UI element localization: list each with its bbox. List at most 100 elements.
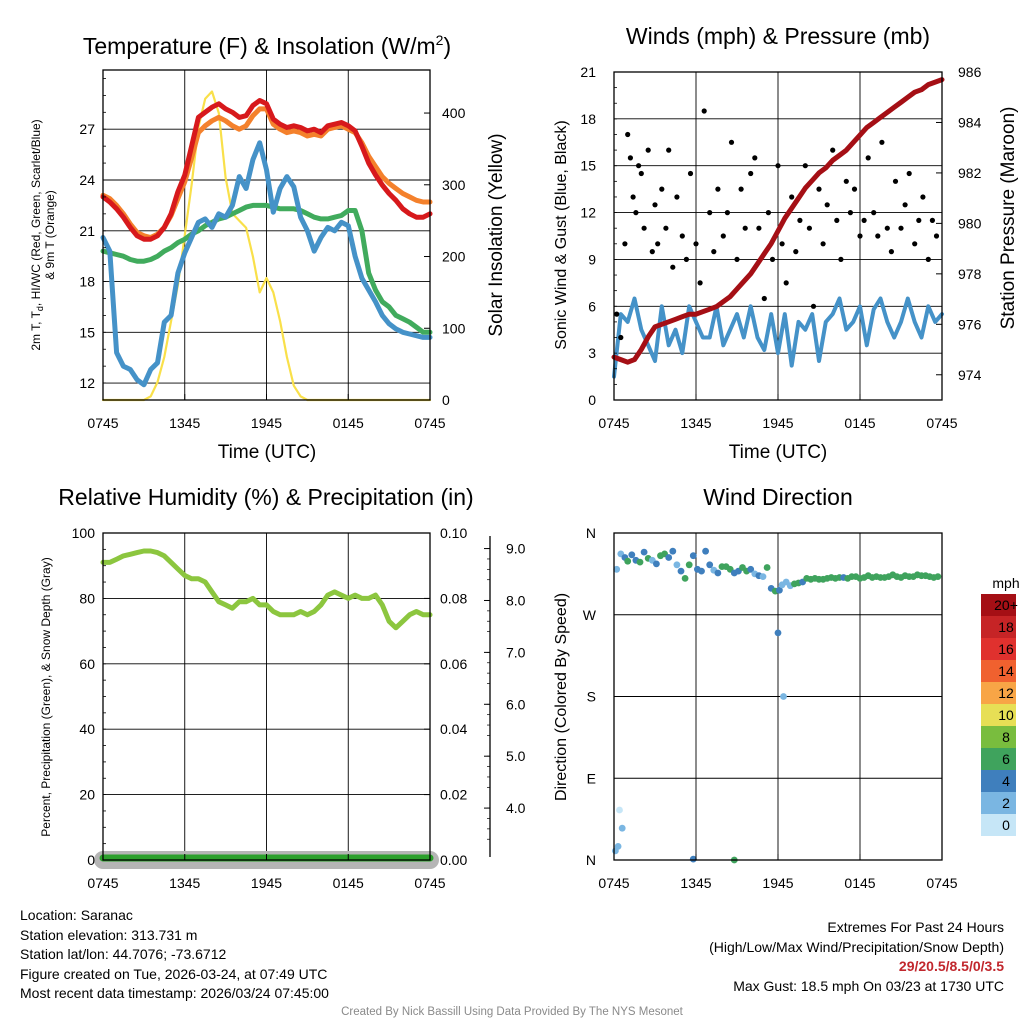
speed-colorbar-label: 8: [1002, 729, 1010, 745]
humidity-x-tick-label: 0745: [414, 875, 445, 891]
wind-gust-point: [752, 155, 758, 161]
wind-y-axis-label: Sonic Wind & Gust (Blue, Black): [553, 120, 570, 349]
direction-y-tick-label: W: [583, 607, 597, 623]
precip-y-tick-label: 0.00: [440, 852, 467, 868]
insolation-y-tick-label: 200: [442, 249, 466, 265]
wind-series: [611, 77, 945, 379]
wind-gust-point: [697, 280, 703, 286]
speed-colorbar-swatch: [981, 770, 1016, 792]
wind-gust-point: [707, 210, 713, 216]
wind-gust-point: [806, 225, 813, 231]
direction-point: [677, 567, 685, 575]
extremes-subheading: (High/Low/Max Wind/Precipitation/Snow De…: [709, 938, 1004, 955]
direction-y-tick-label: N: [586, 852, 596, 868]
wind-gust-point: [622, 241, 628, 247]
wind-gust-point: [633, 210, 639, 216]
humidity-panel: Relative Humidity (%) & Precipitation (i…: [39, 484, 526, 891]
wind-gust-point: [843, 178, 849, 184]
pressure-y-tick-label: 986: [958, 64, 982, 80]
wind-gust-point: [701, 108, 707, 114]
pressure-y-tick-label: 980: [958, 215, 982, 231]
direction-point: [702, 547, 709, 555]
temperature-title-main: Temperature (F) & Insolation (W/m: [83, 33, 436, 59]
temperature-y-axis-label: 2m T, Td, HI/WC (Red, Green, Scarlet/Blu…: [29, 119, 57, 350]
temperature-y-tick-label: 27: [79, 121, 95, 137]
precip-y-tick-label: 0.04: [440, 721, 467, 737]
wind-x-axis-label: Time (UTC): [729, 442, 828, 463]
wind-y-tick-label: 9: [588, 251, 596, 267]
wind-gust-point: [820, 241, 826, 247]
direction-point: [681, 575, 689, 582]
wind-gust-point: [693, 241, 699, 247]
speed-colorbar-label: 18: [998, 619, 1014, 635]
wind-y-tick-label: 15: [580, 158, 596, 174]
extremes-values: 29/20.5/8.5/0/3.5: [898, 958, 1004, 974]
wind-gust-point: [884, 225, 890, 231]
direction-point: [665, 554, 673, 561]
speed-colorbar-label: 16: [998, 641, 1014, 657]
wind-gust-point: [734, 256, 740, 262]
wind-gust-point: [920, 194, 926, 200]
direction-point: [640, 548, 648, 556]
wind-gust-point: [627, 155, 634, 161]
temperature-x-axis-label: Time (UTC): [218, 442, 317, 463]
direction-point: [628, 551, 636, 559]
extremes-heading: Extremes For Past 24 Hours: [827, 919, 1004, 935]
wind-gust-point: [630, 194, 636, 200]
speed-legend-title: mph: [992, 575, 1019, 591]
wind-gust-point: [614, 311, 620, 317]
humidity-y-tick-label: 80: [79, 590, 95, 606]
insolation-y-tick-label: 300: [442, 177, 466, 193]
wind-pressure-panel: Winds (mph) & Pressure (mb) Time (UTC) S…: [553, 23, 1019, 463]
humidity-y-axis-label: Percent, Precipitation (Green), & Snow D…: [39, 557, 53, 836]
speed-colorbar-swatch: [981, 726, 1016, 748]
temperature-panel: Temperature (F) & Insolation (W/m2) Time…: [29, 32, 507, 463]
speed-colorbar-swatch: [981, 660, 1016, 682]
wind-gust-point: [802, 163, 808, 169]
speed-colorbar-label: 14: [998, 663, 1014, 679]
temperature-x-tick-label: 0145: [333, 415, 364, 431]
wind-gust-point: [670, 264, 676, 270]
speed-colorbar-label: 12: [998, 685, 1014, 701]
temperature-gridlines: [103, 70, 430, 400]
credit-line: Created By Nick Bassill Using Data Provi…: [341, 1006, 683, 1018]
direction-point: [776, 586, 783, 594]
wind-gust-point: [724, 210, 731, 216]
figure-created: Figure created on Tue, 2026-03-24, at 07…: [20, 965, 328, 982]
humidity-panel-title: Relative Humidity (%) & Precipitation (i…: [58, 484, 473, 510]
direction-points: [612, 547, 942, 864]
wind-tick-labels: 0 3 6 9 12 15 18 21 974 976 978 980 982 984 986 0745 134…: [580, 64, 981, 431]
snow-depth-y-tick-label: 7.0: [506, 644, 526, 660]
temperature-y-tick-label: 18: [79, 274, 95, 290]
wind-gust-point: [933, 233, 940, 239]
pressure-y-tick-label: 982: [958, 165, 982, 181]
direction-point: [685, 561, 693, 569]
extremes-info: Extremes For Past 24 Hours (High/Low/Max…: [709, 918, 1004, 996]
wind-gust-point: [830, 147, 836, 153]
insolation-y-tick-label: 0: [442, 392, 450, 408]
wind-gust-point: [652, 202, 658, 208]
wind-gust-point: [912, 241, 918, 247]
direction-point: [624, 557, 632, 565]
insolation-y-axis-label: Solar Insolation (Yellow): [486, 133, 507, 336]
wind-gust-point: [916, 217, 922, 223]
temperature-series-solar-insolation: [101, 90, 432, 402]
snow-depth-y-tick-label: 6.0: [506, 696, 526, 712]
wind-gust-point: [641, 225, 647, 231]
speed-colorbar: mph 20+ 18 16 14 12 10 8 6 4 2 0: [981, 575, 1020, 836]
wind-gust-point: [838, 256, 844, 262]
wind-gust-point: [902, 202, 908, 208]
speed-colorbar-label: 20+: [994, 597, 1018, 613]
speed-colorbar-label: 0: [1002, 817, 1010, 833]
snow-depth-y-tick-label: 9.0: [506, 541, 526, 557]
wind-gust-point: [636, 163, 642, 169]
speed-colorbar-swatch: [981, 638, 1016, 660]
sonic-wind-line: [612, 296, 944, 379]
insolation-y-tick-label: 400: [442, 105, 466, 121]
wind-gust-point: [679, 233, 685, 239]
direction-x-tick-label: 0745: [926, 875, 957, 891]
wind-gust-point: [711, 249, 717, 255]
max-gust: Max Gust: 18.5 mph On 03/23 at 1730 UTC: [733, 977, 1004, 994]
humidity-y-tick-label: 40: [79, 721, 95, 737]
